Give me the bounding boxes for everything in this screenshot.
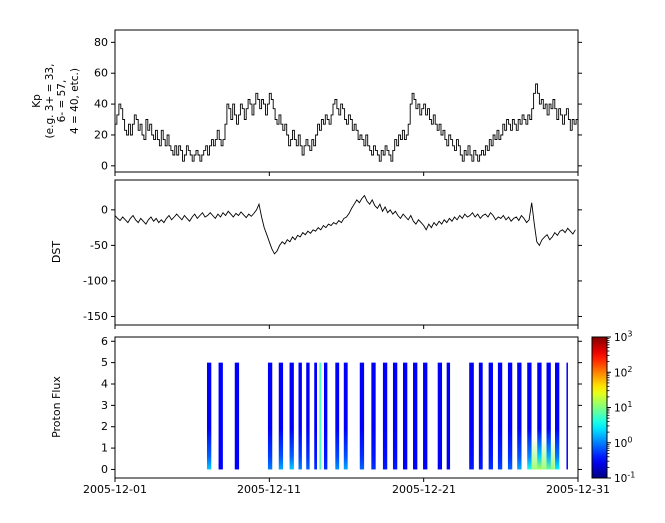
y-tick-label: 20	[94, 128, 108, 141]
kp-axis-label-line: (e.g. 3+ = 33,	[43, 63, 56, 139]
flux-stripe	[413, 362, 418, 470]
y-tick-label: 6	[101, 335, 108, 348]
proton-flux-axis-label: Proton Flux	[50, 376, 63, 438]
flux-stripe	[314, 362, 318, 470]
dst-axis-label: DST	[50, 240, 63, 264]
y-tick-label: 2	[101, 420, 108, 433]
panel-axes-dst: 0 -50 -100 -150	[83, 179, 582, 329]
flux-stripe	[517, 362, 522, 470]
x-tick-label-dec11: 2005-12-11	[237, 483, 301, 496]
kp-axis-label-line: 4 = 40, etc.)	[68, 68, 81, 134]
kp-axis-label: Kp (e.g. 3+ = 33, 6- = 57, 4 = 40, etc.)	[31, 16, 83, 186]
flux-stripe	[423, 362, 428, 470]
flux-stripe	[278, 362, 284, 470]
y-tick-label: -150	[83, 310, 108, 323]
flux-stripe	[566, 362, 568, 470]
flux-stripe	[537, 362, 542, 470]
flux-stripe	[546, 362, 551, 470]
flux-stripe	[234, 362, 240, 470]
colorbar-tick-label: 103	[614, 330, 632, 345]
flux-stripe	[298, 362, 302, 470]
flux-stripe	[267, 362, 273, 470]
flux-stripe	[382, 362, 388, 470]
flux-stripe	[319, 362, 322, 470]
flux-stripe	[306, 362, 310, 470]
flux-stripe	[335, 362, 340, 470]
y-tick-label: 80	[94, 36, 108, 49]
colorbar-tick-label: 101	[614, 400, 632, 415]
kp-axis-label-line: Kp	[31, 94, 43, 108]
y-tick-label: 4	[101, 378, 108, 391]
dst-series	[114, 194, 576, 255]
flux-stripe	[359, 362, 365, 470]
flux-stripe	[555, 362, 560, 470]
kp-series	[115, 83, 578, 162]
flux-stripe	[488, 362, 493, 470]
y-tick-label: 60	[94, 67, 108, 80]
colorbar-tick-label: 102	[614, 365, 632, 380]
x-tick-label-dec31: 2005-12-31	[546, 483, 610, 496]
x-tick-label-dec21: 2005-12-21	[392, 483, 456, 496]
y-tick-label: 40	[94, 98, 108, 111]
y-tick-label: 1	[101, 442, 108, 455]
flux-stripe	[497, 362, 503, 470]
y-tick-label: 0	[101, 159, 108, 172]
flux-stripe	[371, 362, 376, 470]
flux-stripe	[206, 362, 212, 470]
flux-stripe	[323, 362, 328, 470]
y-tick-label: 3	[101, 399, 108, 412]
flux-stripe	[402, 362, 408, 470]
flux-stripe	[507, 362, 513, 470]
flux-stripe	[469, 362, 474, 470]
flux-stripe	[527, 362, 532, 470]
flux-stripe	[446, 362, 451, 470]
kp-axis-label-line: 6- = 57,	[56, 79, 68, 123]
flux-stripe	[289, 362, 294, 470]
flux-stripe	[437, 362, 443, 470]
colorbar-tick-label: 100	[614, 435, 632, 450]
panel-axes-proton_flux: 0 1 2 3 4 5 6	[101, 335, 582, 482]
y-tick-label: -100	[83, 274, 108, 287]
y-tick-label: 0	[101, 203, 108, 216]
flux-stripe	[478, 362, 483, 470]
proton-flux-heatmap	[206, 362, 568, 470]
flux-stripe	[343, 362, 348, 470]
y-tick-label: 0	[101, 463, 108, 476]
y-tick-label: 5	[101, 356, 108, 369]
x-tick-label-dec01: 2005-12-01	[83, 483, 147, 496]
flux-stripe	[392, 362, 398, 470]
flux-stripe	[218, 362, 223, 470]
y-tick-label: -50	[90, 239, 108, 252]
panel-axes-kp: 0 20 40 60 80	[94, 29, 582, 176]
